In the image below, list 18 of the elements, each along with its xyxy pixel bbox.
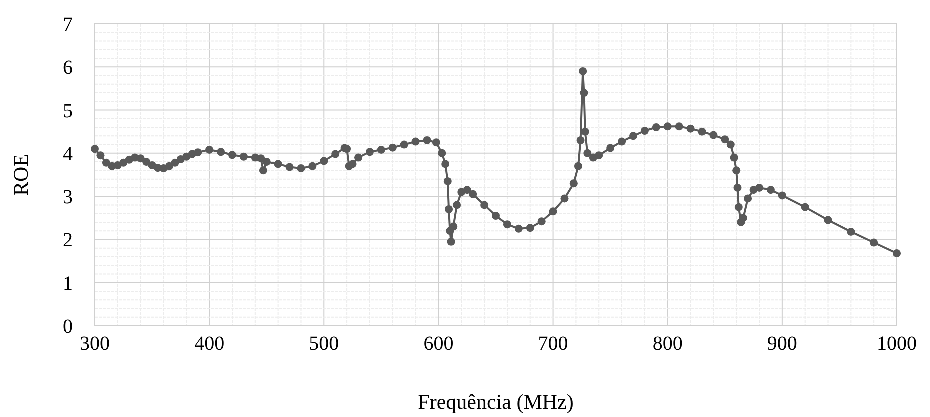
y-tick-label: 1 — [63, 272, 73, 295]
y-tick-label: 4 — [63, 143, 73, 166]
y-tick-label: 0 — [63, 316, 73, 338]
y-tick-label: 6 — [63, 57, 73, 80]
x-axis-title: Frequência (MHz) — [418, 390, 574, 414]
x-tick-label: 900 — [767, 333, 798, 355]
x-tick-label: 800 — [652, 333, 683, 355]
x-tick-label: 700 — [538, 333, 568, 355]
y-tick-label: 2 — [63, 230, 73, 252]
y-tick-label: 5 — [63, 100, 73, 122]
y-axis-title: ROE — [9, 154, 33, 196]
x-tick-label: 500 — [309, 333, 340, 355]
x-tick-label: 1000 — [877, 333, 917, 355]
x-tick-label: 600 — [424, 333, 454, 355]
x-tick-label: 300 — [80, 333, 110, 355]
y-tick-label: 7 — [63, 14, 73, 36]
x-tick-label: 400 — [194, 333, 225, 355]
y-tick-label: 3 — [63, 186, 73, 209]
